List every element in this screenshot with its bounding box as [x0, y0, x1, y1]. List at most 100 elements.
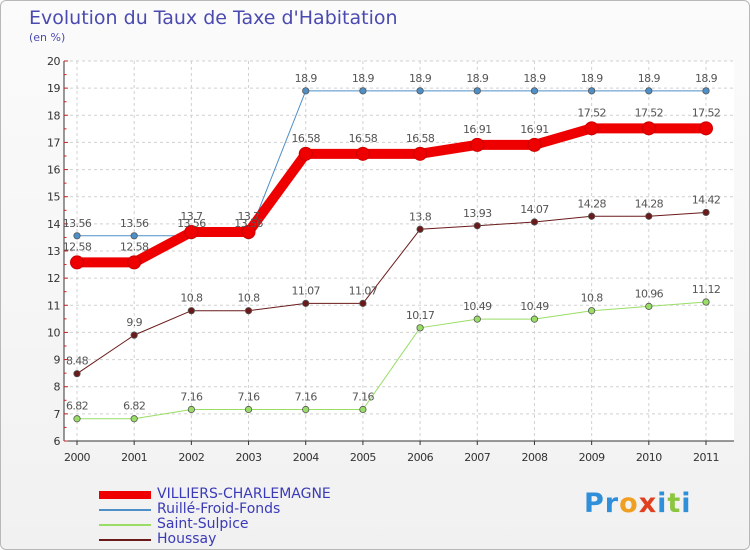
logo-letter: r — [604, 488, 620, 519]
data-label: 16.58 — [349, 132, 378, 145]
data-label: 18.9 — [695, 72, 718, 85]
data-point — [699, 121, 713, 136]
data-point — [73, 370, 81, 378]
data-point — [130, 415, 138, 423]
data-point — [70, 255, 84, 270]
data-point — [359, 405, 367, 414]
logo-letter: P — [584, 488, 605, 519]
data-point — [355, 146, 370, 161]
data-point — [359, 299, 367, 307]
data-point — [530, 218, 539, 226]
data-point — [130, 331, 138, 339]
y-tick-label: 19 — [47, 82, 60, 95]
legend-swatch — [99, 539, 151, 541]
data-label: 16.58 — [406, 132, 435, 145]
chart-subtitle: (en %) — [29, 31, 66, 44]
data-point — [244, 307, 253, 315]
data-label: 10.8 — [180, 292, 203, 305]
data-point — [302, 299, 310, 307]
y-tick-label: 20 — [47, 55, 60, 68]
data-point — [187, 307, 195, 315]
data-label: 7.16 — [237, 391, 260, 404]
data-label: 6.82 — [66, 400, 88, 413]
data-point — [702, 208, 710, 217]
x-tick-label: 2000 — [64, 451, 90, 464]
data-label: 11.07 — [291, 284, 320, 297]
data-point — [645, 212, 653, 220]
data-label: 11.07 — [349, 284, 378, 297]
data-label: 10.49 — [463, 300, 492, 313]
data-point — [527, 137, 542, 152]
x-tick-label: 2010 — [636, 451, 662, 464]
data-label: 17.52 — [577, 106, 606, 119]
y-tick-label: 14 — [47, 218, 60, 231]
legend-label: VILLIERS-CHARLEMAGNE — [157, 486, 331, 502]
series-line — [77, 123, 706, 268]
data-point — [416, 225, 424, 233]
x-tick-label: 2011 — [693, 451, 719, 464]
y-tick-label: 9 — [54, 354, 61, 367]
data-point — [359, 87, 367, 95]
x-tick-label: 2005 — [350, 451, 376, 464]
proxiti-logo: Proxiti — [584, 488, 692, 519]
data-point — [130, 232, 138, 240]
data-point — [473, 87, 481, 95]
y-tick-label: 13 — [47, 245, 60, 258]
data-point — [530, 315, 539, 323]
data-label: 10.49 — [520, 300, 549, 313]
data-point — [241, 225, 256, 239]
data-label: 18.9 — [523, 72, 546, 85]
y-tick-label: 18 — [47, 109, 60, 122]
data-point — [702, 87, 710, 95]
data-label: 10.8 — [581, 292, 604, 305]
data-label: 14.28 — [635, 197, 664, 210]
data-label: 10.8 — [237, 292, 260, 305]
data-point — [244, 405, 253, 414]
legend-swatch — [99, 524, 151, 526]
data-label: 14.42 — [692, 193, 721, 206]
data-label: 8.48 — [66, 355, 89, 368]
y-tick-label: 17 — [47, 136, 60, 149]
chart-title: Evolution du Taux de Taxe d'Habitation — [29, 7, 398, 29]
legend-swatch — [99, 491, 151, 499]
y-tick-label: 6 — [54, 435, 61, 448]
logo-letter: o — [619, 488, 639, 519]
data-label: 16.91 — [463, 123, 492, 136]
data-point — [416, 324, 424, 332]
data-point — [187, 405, 195, 414]
y-tick-label: 10 — [47, 326, 60, 339]
data-point — [584, 121, 599, 136]
data-label: 10.96 — [635, 287, 664, 300]
data-label: 14.07 — [520, 203, 549, 216]
data-label: 18.9 — [466, 72, 489, 85]
x-tick-label: 2003 — [236, 451, 262, 464]
data-point — [73, 232, 81, 240]
data-point — [302, 87, 310, 95]
data-point — [702, 298, 710, 306]
legend-label: Ruillé-Froid-Fonds — [157, 501, 281, 517]
data-point — [302, 405, 310, 414]
data-point — [184, 225, 199, 239]
legend-label: Houssay — [157, 531, 217, 547]
data-label: 13.93 — [463, 207, 492, 220]
legend-label: Saint-Sulpice — [157, 516, 249, 532]
data-point — [588, 212, 596, 220]
data-label: 12.58 — [63, 240, 92, 253]
data-label: 10.17 — [406, 309, 435, 322]
data-point — [588, 87, 596, 95]
data-label: 18.9 — [295, 72, 318, 85]
data-label: 13.56 — [120, 217, 149, 230]
data-point — [641, 121, 656, 136]
y-tick-label: 8 — [54, 381, 61, 394]
data-point — [473, 222, 481, 230]
y-tick-label: 12 — [47, 272, 60, 285]
x-tick-label: 2007 — [464, 451, 490, 464]
data-label: 13.8 — [409, 210, 432, 223]
data-label: 18.9 — [638, 72, 661, 85]
logo-letter: t — [667, 488, 682, 519]
logo-letter: i — [657, 488, 668, 519]
data-label: 13.7 — [180, 210, 203, 223]
series-line — [76, 211, 707, 375]
